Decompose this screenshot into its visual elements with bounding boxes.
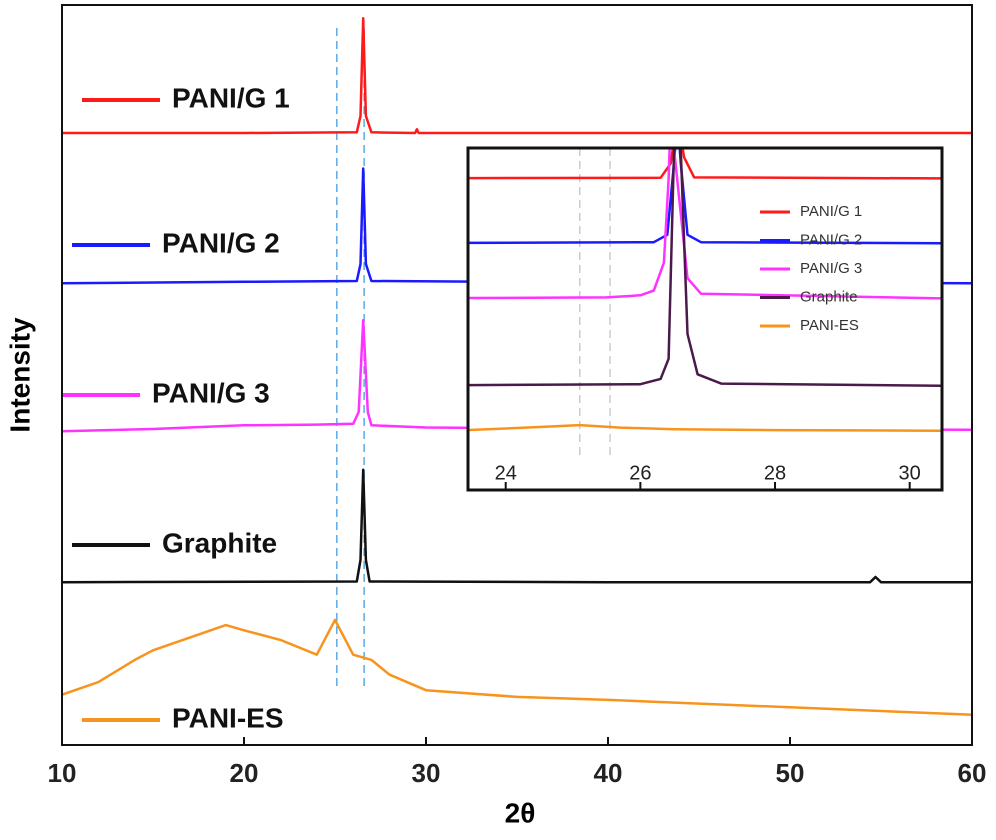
x-axis-label: 2θ (505, 797, 536, 828)
legend-label: PANI/G 2 (800, 231, 862, 248)
legend-label: PANI-ES (172, 702, 284, 733)
legend-label: PANI/G 2 (162, 227, 280, 258)
plot-area (469, 149, 941, 458)
legend-label: PANI-ES (800, 317, 859, 334)
x-tick-label: 50 (776, 758, 805, 788)
series-line (469, 149, 941, 180)
plot-area (61, 17, 973, 716)
x-tick-label: 30 (899, 462, 921, 484)
x-tick-label: 20 (230, 758, 259, 788)
x-tick-label: 10 (48, 758, 77, 788)
series-line (469, 423, 941, 432)
x-tick-label: 30 (412, 758, 441, 788)
legend-label: Graphite (800, 288, 858, 305)
y-axis-label: Intensity (4, 317, 35, 433)
legend-label: PANI/G 3 (152, 377, 270, 408)
series-line (61, 468, 972, 584)
inset-background (468, 148, 942, 490)
x-tick-label: 28 (764, 462, 786, 484)
series-line (61, 318, 973, 433)
legend-label: PANI/G 1 (172, 82, 290, 113)
series-line (469, 149, 941, 388)
x-tick-label: 60 (958, 758, 987, 788)
plot-frame (61, 4, 973, 746)
series-line (469, 149, 941, 300)
legend-label: PANI/G 1 (800, 203, 862, 220)
series-line (61, 618, 973, 716)
x-tick-label: 40 (594, 758, 623, 788)
x-tick-label: 24 (495, 462, 517, 484)
x-tick-label: 26 (629, 462, 651, 484)
legend-label: PANI/G 3 (800, 260, 862, 277)
legend-label: Graphite (162, 527, 277, 558)
series-line (469, 149, 941, 245)
series-line (62, 17, 972, 135)
plot-frame (466, 146, 944, 492)
